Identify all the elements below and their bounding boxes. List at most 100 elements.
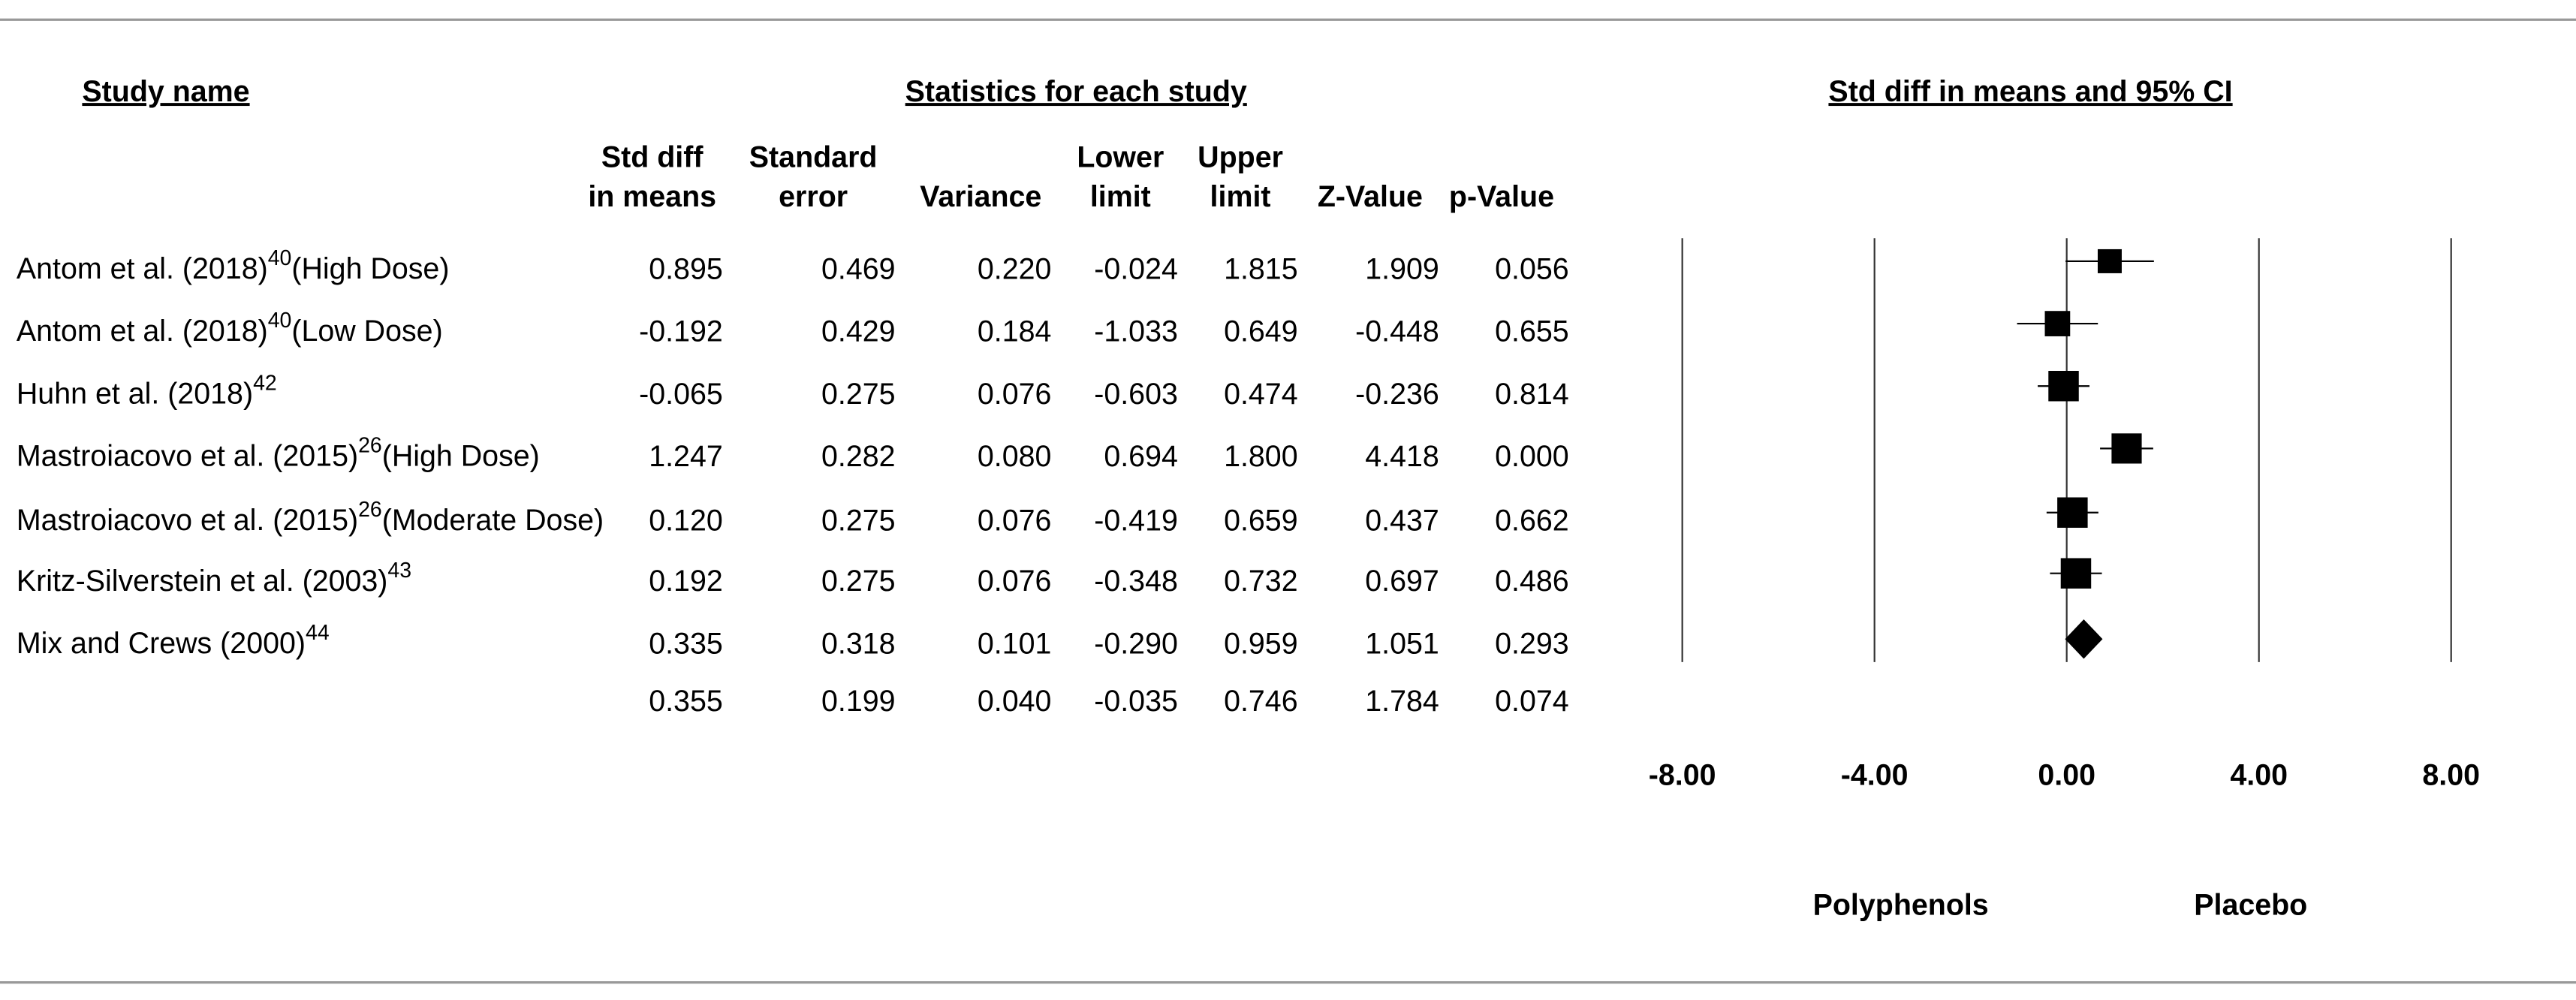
study-name: Mastroiacovo et al. (2015)26(High Dose) bbox=[17, 433, 540, 473]
cell-value: 0.959 bbox=[1224, 627, 1298, 660]
cell-value: 0.074 bbox=[1495, 685, 1569, 718]
effect-square bbox=[2111, 433, 2142, 464]
cell-value: -0.236 bbox=[1355, 378, 1439, 411]
study-label: Mastroiacovo et al. (2015) bbox=[17, 504, 358, 537]
study-name: Huhn et al. (2018)42 bbox=[17, 371, 277, 411]
cell-value: 0.335 bbox=[649, 627, 723, 660]
column-header: in means bbox=[588, 180, 716, 213]
cell-value: 1.051 bbox=[1365, 627, 1439, 660]
study-name: Kritz-Silverstein et al. (2003)43 bbox=[17, 558, 411, 598]
x-tick-label: 4.00 bbox=[2230, 758, 2288, 791]
cell-value: 0.275 bbox=[821, 565, 896, 598]
study-label: Mastroiacovo et al. (2015) bbox=[17, 440, 358, 473]
study-name: Mix and Crews (2000)44 bbox=[17, 621, 330, 661]
effect-square bbox=[2060, 558, 2092, 589]
reference: 43 bbox=[387, 558, 411, 582]
cell-value: 0.746 bbox=[1224, 685, 1298, 718]
right-label: Placebo bbox=[2194, 888, 2307, 921]
cell-value: 0.120 bbox=[649, 504, 723, 537]
cell-value: 0.355 bbox=[649, 685, 723, 718]
column-header: Lower bbox=[1077, 141, 1164, 174]
cell-value: 0.293 bbox=[1495, 627, 1569, 660]
column-header: Upper bbox=[1198, 141, 1283, 174]
cell-value: 0.697 bbox=[1365, 565, 1439, 598]
reference: 44 bbox=[306, 621, 330, 645]
x-tick-label: -4.00 bbox=[1841, 758, 1909, 791]
effect-square bbox=[2044, 311, 2071, 336]
reference: 26 bbox=[358, 497, 382, 521]
effect-square bbox=[2097, 248, 2122, 273]
cell-value: 1.800 bbox=[1224, 440, 1298, 473]
cell-value: 0.814 bbox=[1495, 378, 1569, 411]
cell-value: 0.474 bbox=[1224, 378, 1298, 411]
x-tick-label: 8.00 bbox=[2422, 758, 2480, 791]
cell-value: 0.655 bbox=[1495, 315, 1569, 348]
effect-square bbox=[2048, 371, 2079, 402]
cell-value: 1.247 bbox=[649, 440, 723, 473]
name-header: Study name bbox=[82, 75, 249, 108]
column-header: Std diff bbox=[601, 141, 704, 174]
cell-value: 0.076 bbox=[978, 378, 1052, 411]
cell-value: 0.101 bbox=[978, 627, 1052, 660]
study-name: Mastroiacovo et al. (2015)26(Moderate Do… bbox=[17, 497, 604, 537]
cell-value: -0.035 bbox=[1094, 685, 1178, 718]
study-label: Kritz-Silverstein et al. (2003) bbox=[17, 565, 388, 598]
cell-value: 0.275 bbox=[821, 504, 896, 537]
reference: 40 bbox=[268, 309, 292, 333]
summary-diamond bbox=[2065, 619, 2103, 659]
effect-square bbox=[2057, 497, 2088, 528]
column-header: Standard bbox=[749, 141, 878, 174]
reference: 42 bbox=[253, 371, 277, 395]
study-name: Antom et al. (2018)40(High Dose) bbox=[17, 246, 450, 286]
x-tick-label: 0.00 bbox=[2038, 758, 2095, 791]
cell-value: 0.080 bbox=[978, 440, 1052, 473]
cell-value: 0.649 bbox=[1224, 315, 1298, 348]
cell-value: -0.419 bbox=[1094, 504, 1178, 537]
column-header: Variance bbox=[920, 180, 1041, 213]
cell-value: 0.199 bbox=[821, 685, 896, 718]
cell-value: 0.895 bbox=[649, 252, 723, 285]
cell-value: 0.732 bbox=[1224, 565, 1298, 598]
study-detail: (Moderate Dose) bbox=[382, 504, 604, 537]
cell-value: 1.784 bbox=[1365, 685, 1439, 718]
column-header: error bbox=[779, 180, 848, 213]
cell-value: 0.275 bbox=[821, 378, 896, 411]
plot-title: Std diff in means and 95% CI bbox=[1828, 75, 2232, 108]
cell-value: 0.659 bbox=[1224, 504, 1298, 537]
x-tick-label: -8.00 bbox=[1649, 758, 1716, 791]
cell-value: 0.000 bbox=[1495, 440, 1569, 473]
study-label: Huhn et al. (2018) bbox=[17, 378, 253, 411]
reference: 26 bbox=[358, 433, 382, 457]
study-label: Antom et al. (2018) bbox=[17, 315, 268, 348]
cell-value: 0.056 bbox=[1495, 252, 1569, 285]
cell-value: 0.282 bbox=[821, 440, 896, 473]
cell-value: 4.418 bbox=[1365, 440, 1439, 473]
study-detail: (Low Dose) bbox=[291, 315, 442, 348]
column-header: limit bbox=[1090, 180, 1151, 213]
study-detail: (High Dose) bbox=[291, 252, 449, 285]
cell-value: 0.486 bbox=[1495, 565, 1569, 598]
cell-value: -0.065 bbox=[639, 378, 723, 411]
cell-value: -0.024 bbox=[1094, 252, 1178, 285]
column-header: p-Value bbox=[1449, 180, 1554, 213]
reference: 40 bbox=[268, 246, 292, 270]
cell-value: 0.662 bbox=[1495, 504, 1569, 537]
cell-value: 0.192 bbox=[649, 565, 723, 598]
cell-value: 0.437 bbox=[1365, 504, 1439, 537]
cell-value: 0.184 bbox=[978, 315, 1052, 348]
study-name: Antom et al. (2018)40(Low Dose) bbox=[17, 309, 443, 348]
column-header: Z-Value bbox=[1318, 180, 1423, 213]
cell-value: 0.220 bbox=[978, 252, 1052, 285]
cell-value: -0.192 bbox=[639, 315, 723, 348]
cell-value: 0.429 bbox=[821, 315, 896, 348]
cell-value: 1.815 bbox=[1224, 252, 1298, 285]
stats-header: Statistics for each study bbox=[905, 75, 1247, 108]
left-label: Polyphenols bbox=[1813, 888, 1989, 921]
cell-value: 0.469 bbox=[821, 252, 896, 285]
cell-value: 0.040 bbox=[978, 685, 1052, 718]
cell-value: -1.033 bbox=[1094, 315, 1178, 348]
cell-value: -0.348 bbox=[1094, 565, 1178, 598]
cell-value: 0.076 bbox=[978, 504, 1052, 537]
